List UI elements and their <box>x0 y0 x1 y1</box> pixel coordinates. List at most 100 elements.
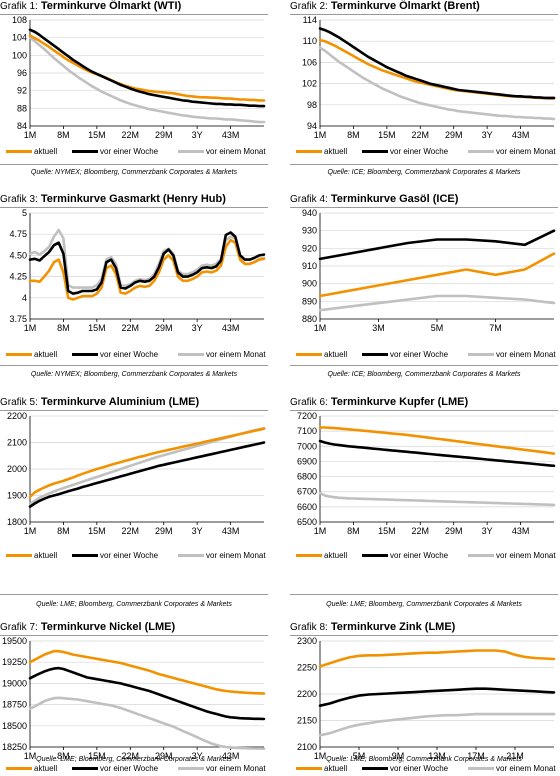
source-note: Quelle: ICE; Bloomberg, Commerzbank Corp… <box>327 169 521 176</box>
title-rule <box>290 14 558 15</box>
x-tick-label: 22M <box>122 323 140 333</box>
y-tick-label: 88 <box>17 103 27 113</box>
x-tick-label: 22M <box>122 751 140 761</box>
y-tick-label: 100 <box>12 50 27 60</box>
legend-item-monat: vor einem Monat <box>468 551 556 560</box>
legend-item-woche: vor einer Woche <box>72 147 158 156</box>
y-tick-label: 7000 <box>297 441 317 451</box>
legend-label: vor einem Monat <box>206 147 266 156</box>
legend-swatch-monat <box>468 767 494 771</box>
legend-swatch-monat <box>178 150 204 154</box>
x-tick-label: 5M <box>431 323 444 333</box>
legend-item-woche: vor einer Woche <box>362 147 448 156</box>
x-tick-label: 15M <box>378 130 396 140</box>
chart-title: Terminkurve Ölmarkt (WTI) <box>40 0 182 12</box>
y-tick-label: 890 <box>302 296 317 306</box>
x-tick-label: 3Y <box>192 526 203 536</box>
chart-kupfer: 6500 6600 6700 6800 6900 7000 7100 7200 1M 8M 15M 2… <box>297 411 556 536</box>
title-rule <box>290 207 558 208</box>
x-tick-label: 3M <box>372 323 385 333</box>
legend-swatch-woche <box>362 353 388 357</box>
x-tick-label: 1M <box>24 323 37 333</box>
title-rule <box>0 410 268 411</box>
legend-item-woche: vor einer Woche <box>362 764 448 773</box>
legend: aktuell vor einer Woche vor einem Monat <box>0 147 268 159</box>
figure-label: Grafik 8: <box>290 622 328 633</box>
y-tick-label: 4.25 <box>9 272 27 282</box>
y-tick-label: 18500 <box>2 721 27 731</box>
y-tick-label: 2200 <box>297 689 317 699</box>
title-rule <box>0 635 268 636</box>
chart-wti: 84 88 92 96 100 104 108 1M 8M 15M 22M 29M 3Y 43M <box>12 15 266 140</box>
legend-item-monat: vor einem Monat <box>178 551 266 560</box>
legend-item-monat: vor einem Monat <box>468 350 556 359</box>
source-note: Quelle: NYMEX; Bloomberg, Commerzbank Co… <box>30 169 238 176</box>
source-note: Quelle: LME; Bloomberg, Commerzbank Corp… <box>326 601 522 608</box>
panel-rule <box>0 594 268 595</box>
legend-swatch-woche <box>362 767 388 771</box>
x-tick-label: 43M <box>512 526 530 536</box>
y-tick-label: 2100 <box>7 438 27 448</box>
x-tick-label: 1M <box>24 130 37 140</box>
y-tick-label: 102 <box>302 79 317 89</box>
legend-item-aktuell: aktuell <box>296 551 347 560</box>
y-tick-label: 3.75 <box>9 314 27 324</box>
x-tick-label: 15M <box>88 526 106 536</box>
legend-label: vor einer Woche <box>390 350 449 359</box>
y-tick-label: 106 <box>302 57 317 67</box>
x-tick-label: 43M <box>512 130 530 140</box>
x-tick-label: 15M <box>88 130 106 140</box>
y-tick-label: 4.50 <box>9 250 27 260</box>
y-tick-label: 4 <box>22 293 27 303</box>
y-tick-label: 920 <box>302 243 317 253</box>
panel-rule <box>0 365 268 366</box>
panel-rule <box>0 164 268 165</box>
y-tick-label: 880 <box>302 314 317 324</box>
x-tick-label: 29M <box>445 130 463 140</box>
chart-aluminium: 1800 1900 2000 2100 2200 1M 8M 15M 22M 29M 3Y 43M <box>7 411 266 536</box>
legend: aktuell vor einer Woche vor einem Monat <box>0 551 268 563</box>
x-tick-label: 1M <box>24 751 37 761</box>
x-tick-label: 8M <box>57 323 70 333</box>
y-tick-label: 7200 <box>297 411 317 421</box>
legend-swatch-monat <box>178 353 204 357</box>
x-tick-label: 1M <box>314 526 327 536</box>
y-tick-label: 5 <box>22 208 27 218</box>
x-tick-label: 22M <box>412 130 430 140</box>
title-rule <box>0 14 268 15</box>
legend-item-monat: vor einem Monat <box>178 147 266 156</box>
legend: aktuell vor einer Woche vor einem Monat <box>290 350 558 362</box>
panel-title: Grafik 5: Terminkurve Aluminium (LME) <box>0 396 268 408</box>
legend-swatch-monat <box>468 554 494 558</box>
chart-title: Terminkurve Zink (LME) <box>330 621 456 633</box>
legend-item-monat: vor einem Monat <box>178 764 266 773</box>
series-line-aktuell <box>28 649 266 695</box>
chart-brent: 94 98 102 106 110 114 1M 8M 15M 22M 29M 3Y 43M <box>302 15 556 140</box>
y-tick-label: 104 <box>12 33 27 43</box>
x-tick-label: 29M <box>155 526 173 536</box>
x-tick-label: 43M <box>222 130 240 140</box>
y-tick-label: 96 <box>17 68 27 78</box>
legend-label: vor einer Woche <box>390 551 449 560</box>
series-line-woche <box>318 439 556 468</box>
legend: aktuell vor einer Woche vor einem Monat <box>290 147 558 159</box>
panel-title: Grafik 6: Terminkurve Kupfer (LME) <box>290 396 558 408</box>
x-tick-label: 3Y <box>482 526 493 536</box>
x-tick-label: 15M <box>378 526 396 536</box>
x-tick-label: 1M <box>24 526 37 536</box>
legend-label: aktuell <box>324 551 348 560</box>
legend-label: vor einem Monat <box>206 350 266 359</box>
source-note: Quelle: LME; Bloomberg, Commerzbank Corp… <box>326 756 522 763</box>
y-tick-label: 930 <box>302 226 317 236</box>
legend-label: aktuell <box>324 147 348 156</box>
legend-label: vor einer Woche <box>390 764 449 773</box>
legend-swatch-aktuell <box>296 554 322 558</box>
panel-rule <box>290 594 558 595</box>
x-tick-label: 8M <box>347 526 360 536</box>
y-tick-label: 18750 <box>2 700 27 710</box>
x-tick-label: 1M <box>314 751 327 761</box>
y-tick-label: 6700 <box>297 487 317 497</box>
source-note: Quelle: ICE; Bloomberg, Commerzbank Corp… <box>327 371 521 378</box>
y-tick-label: 1800 <box>7 517 27 527</box>
legend-swatch-woche <box>72 767 98 771</box>
